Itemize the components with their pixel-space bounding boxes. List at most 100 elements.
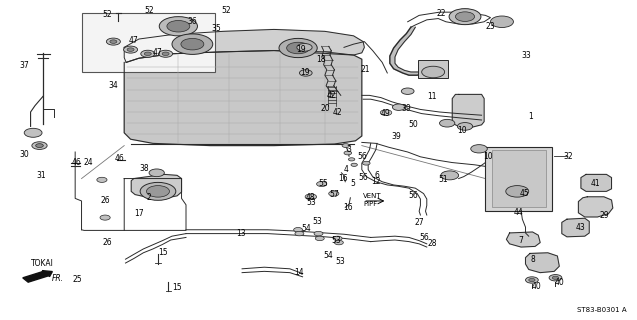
- Circle shape: [172, 34, 213, 54]
- Text: 30: 30: [19, 150, 29, 159]
- Circle shape: [106, 38, 120, 45]
- Circle shape: [159, 50, 173, 57]
- Text: 28: 28: [427, 239, 436, 248]
- Circle shape: [124, 46, 138, 53]
- Bar: [82, 13, 215, 72]
- Circle shape: [305, 194, 317, 200]
- Circle shape: [549, 275, 562, 281]
- Circle shape: [127, 48, 134, 51]
- Circle shape: [24, 128, 42, 137]
- Circle shape: [440, 119, 455, 127]
- Text: 35: 35: [211, 24, 222, 33]
- Text: 1: 1: [528, 112, 533, 121]
- Circle shape: [181, 38, 204, 50]
- Text: 52: 52: [102, 10, 112, 19]
- Text: 33: 33: [521, 52, 531, 60]
- Text: 34: 34: [108, 81, 118, 90]
- Text: 14: 14: [294, 268, 304, 277]
- Text: TOKAI: TOKAI: [31, 260, 54, 268]
- Bar: [492, 150, 546, 207]
- Text: FR.: FR.: [52, 274, 64, 283]
- Text: 24: 24: [83, 158, 93, 167]
- Text: 55: 55: [318, 179, 329, 188]
- Polygon shape: [581, 174, 612, 191]
- Text: 45: 45: [520, 189, 530, 198]
- Text: 53: 53: [306, 198, 316, 207]
- Text: 52: 52: [144, 6, 154, 15]
- Circle shape: [348, 158, 355, 161]
- Circle shape: [162, 52, 169, 55]
- Text: 47: 47: [129, 36, 139, 45]
- Bar: [485, 147, 552, 211]
- Text: 11: 11: [427, 92, 436, 101]
- Text: 13: 13: [236, 229, 246, 238]
- Text: 23: 23: [485, 22, 496, 31]
- Text: 16: 16: [338, 174, 348, 183]
- Circle shape: [287, 42, 310, 54]
- Text: 31: 31: [36, 171, 46, 180]
- Circle shape: [457, 123, 473, 130]
- Circle shape: [455, 12, 475, 21]
- Circle shape: [315, 236, 324, 241]
- Text: 26: 26: [100, 196, 110, 205]
- Text: 15: 15: [172, 283, 182, 292]
- Circle shape: [317, 181, 327, 187]
- Text: 6: 6: [375, 171, 380, 180]
- Circle shape: [297, 44, 312, 51]
- Polygon shape: [124, 51, 362, 146]
- Text: 39: 39: [401, 104, 412, 113]
- Text: 27: 27: [414, 218, 424, 227]
- Circle shape: [279, 38, 317, 58]
- Text: 26: 26: [103, 238, 113, 247]
- Text: 21: 21: [361, 65, 369, 74]
- Circle shape: [334, 240, 343, 245]
- Text: 8: 8: [531, 255, 536, 264]
- Polygon shape: [452, 94, 484, 127]
- Circle shape: [506, 186, 529, 197]
- Circle shape: [294, 228, 303, 232]
- Text: ST83-B0301 A: ST83-B0301 A: [577, 307, 627, 313]
- Text: 56: 56: [357, 152, 367, 161]
- Text: 50: 50: [408, 120, 418, 129]
- Text: 22: 22: [436, 9, 445, 18]
- Text: 2: 2: [146, 193, 151, 202]
- Text: 57: 57: [329, 190, 339, 199]
- Circle shape: [36, 144, 43, 148]
- Circle shape: [314, 231, 323, 236]
- FancyArrow shape: [23, 271, 52, 282]
- Bar: [418, 60, 448, 78]
- Text: 44: 44: [513, 208, 524, 217]
- Circle shape: [471, 145, 487, 153]
- Circle shape: [392, 104, 405, 110]
- Text: 47: 47: [153, 48, 163, 57]
- Polygon shape: [506, 232, 540, 247]
- Polygon shape: [124, 29, 364, 62]
- Text: 48: 48: [305, 193, 315, 202]
- Circle shape: [145, 52, 152, 55]
- Circle shape: [149, 169, 164, 177]
- Text: 3: 3: [346, 145, 351, 154]
- Text: 4: 4: [343, 165, 348, 174]
- Polygon shape: [390, 27, 428, 75]
- Text: 36: 36: [187, 17, 197, 26]
- Circle shape: [441, 171, 459, 180]
- Circle shape: [100, 215, 110, 220]
- Text: 40: 40: [554, 278, 564, 287]
- Circle shape: [552, 276, 559, 279]
- Text: 38: 38: [139, 164, 149, 173]
- Text: 19: 19: [300, 68, 310, 77]
- Text: 54: 54: [324, 251, 334, 260]
- Circle shape: [526, 277, 538, 283]
- Text: VENT
PIPF: VENT PIPF: [363, 194, 382, 206]
- Circle shape: [449, 9, 481, 25]
- Circle shape: [362, 161, 370, 165]
- Circle shape: [140, 182, 176, 200]
- Text: 32: 32: [563, 152, 573, 161]
- Text: 53: 53: [331, 236, 341, 245]
- Circle shape: [32, 142, 47, 149]
- Circle shape: [141, 50, 155, 57]
- Text: 53: 53: [335, 257, 345, 266]
- Text: 54: 54: [301, 224, 311, 233]
- Circle shape: [380, 110, 392, 116]
- Text: 5: 5: [350, 180, 355, 188]
